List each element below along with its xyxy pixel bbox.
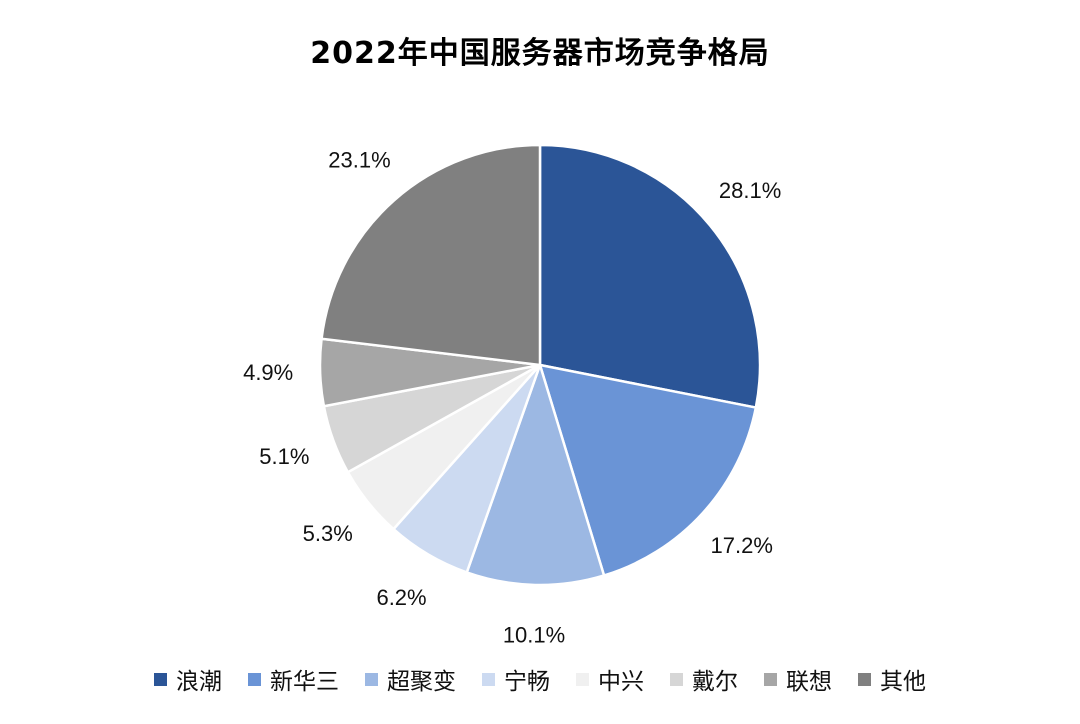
legend-item: 宁畅 [482, 662, 550, 696]
slice-value-label: 6.2% [376, 585, 426, 610]
legend-swatch [154, 672, 167, 686]
legend-swatch [248, 672, 261, 686]
slice-value-label: 4.9% [243, 360, 293, 385]
legend-label: 中兴 [598, 669, 644, 695]
chart-title: 2022年中国服务器市场竞争格局 [310, 36, 770, 71]
legend-swatch [365, 672, 378, 686]
legend-item: 联想 [764, 662, 832, 696]
slice-value-label: 28.1% [719, 178, 781, 203]
slice-value-label: 5.1% [259, 444, 309, 469]
legend-label: 戴尔 [692, 669, 738, 695]
legend: 浪潮 新华三 超聚变 宁畅 中兴 戴尔 联想 其他 [0, 662, 1080, 696]
slice-value-label: 5.3% [303, 521, 353, 546]
legend-item: 新华三 [248, 662, 339, 696]
legend-label: 新华三 [270, 669, 339, 695]
legend-label: 其他 [880, 669, 926, 695]
legend-item: 浪潮 [154, 662, 222, 696]
legend-swatch [576, 672, 589, 686]
pie-slice-3 [465, 360, 606, 587]
pie-slice-2 [538, 363, 758, 578]
legend-swatch [764, 672, 777, 686]
legend-swatch [482, 672, 495, 686]
legend-label: 宁畅 [504, 669, 550, 695]
legend-swatch [858, 672, 871, 686]
legend-item: 其他 [858, 662, 926, 696]
legend-item: 超聚变 [365, 662, 456, 696]
legend-label: 联想 [786, 669, 832, 695]
legend-item: 中兴 [576, 662, 644, 696]
slice-value-label: 23.1% [328, 147, 390, 172]
legend-label: 超聚变 [387, 669, 456, 695]
pie-slice-1 [538, 143, 762, 410]
pie-slice-8 [320, 143, 542, 367]
legend-label: 浪潮 [176, 669, 222, 695]
legend-swatch [670, 672, 683, 686]
slice-value-label: 17.2% [711, 533, 773, 558]
legend-item: 戴尔 [670, 662, 738, 696]
slice-value-label: 10.1% [503, 623, 565, 648]
